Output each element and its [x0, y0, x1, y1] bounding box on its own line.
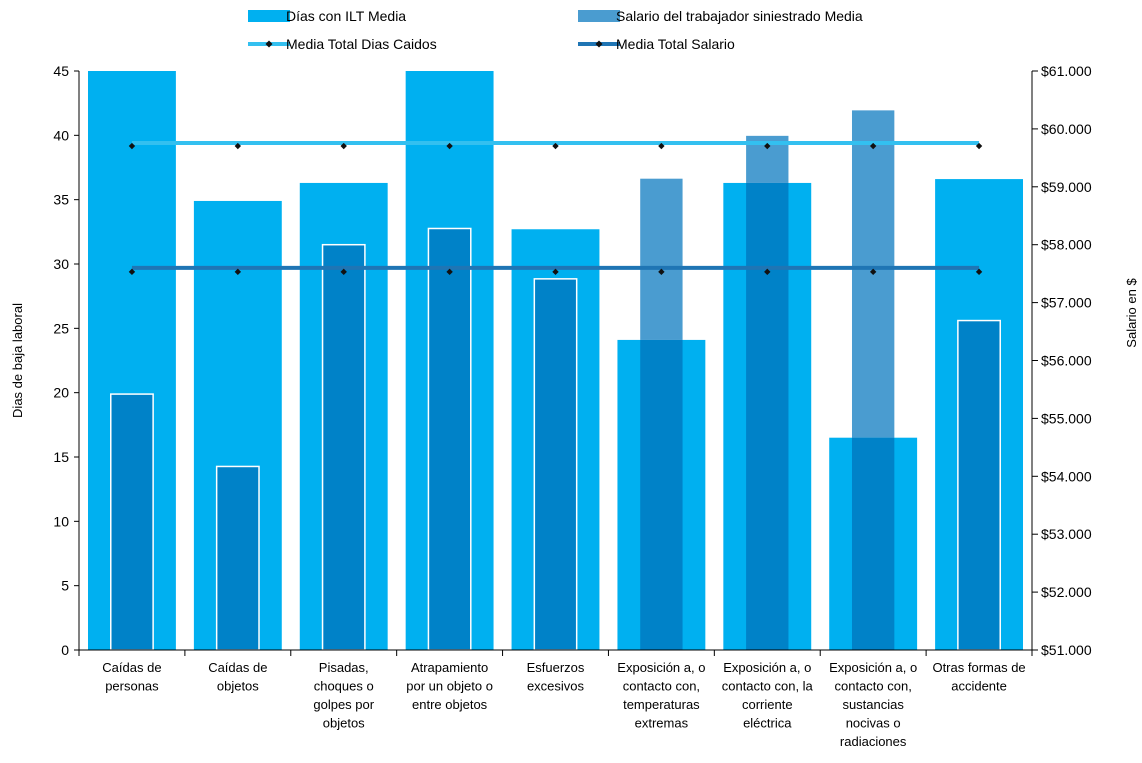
x-tick-label: Esfuerzos excesivos [527, 660, 585, 694]
x-tick-label: Caídas de objetos [208, 660, 267, 694]
y-left-tick-label: 45 [53, 63, 69, 79]
y-right-tick-label: $52.000 [1041, 584, 1092, 600]
y-left-tick-label: 25 [53, 320, 69, 336]
x-tick-label-line: Otras formas de [932, 660, 1025, 675]
y-right-tick-label: $57.000 [1041, 295, 1092, 311]
x-tick-label: Exposición a, o contacto con, sustancias no… [829, 660, 917, 749]
x-tick-label-line: contacto con, [623, 679, 700, 694]
x-tick-label-line: Atrapamiento [411, 660, 488, 675]
x-tick-label: Pisadas, choques o golpes por objetos [313, 660, 374, 731]
x-tick-label: Exposición a, o contacto con, temperaturas… [617, 660, 705, 731]
y-left-tick-label: 0 [61, 642, 69, 658]
y-right-tick-label: $58.000 [1041, 237, 1092, 253]
bar-salario [111, 394, 153, 650]
y-right-tick-label: $60.000 [1041, 121, 1092, 137]
y-left-tick-label: 5 [61, 578, 69, 594]
bar-salario [217, 466, 259, 650]
x-tick-label-line: accidente [951, 679, 1007, 694]
legend-swatch-marker [596, 41, 603, 48]
x-tick-label-line: Exposición a, o [617, 660, 705, 675]
legend-label: Media Total Salario [616, 36, 735, 52]
y-left-tick-label: 30 [53, 256, 69, 272]
bar-salario [746, 183, 788, 650]
x-tick-label-line: sustancias [842, 697, 904, 712]
y-left-tick-label: 40 [53, 127, 69, 143]
x-tick-label-line: Caídas de [208, 660, 267, 675]
legend-label: Salario del trabajador siniestrado Media [616, 8, 863, 24]
x-tick-label-line: Exposición a, o [723, 660, 811, 675]
y-left-tick-label: 20 [53, 385, 69, 401]
bar-salario [428, 228, 470, 650]
bar-salario [323, 245, 365, 650]
bar-salario [852, 438, 894, 650]
y-left-tick-label: 10 [53, 513, 69, 529]
bar-salario [534, 279, 576, 650]
y-right-tick-label: $54.000 [1041, 468, 1092, 484]
y-left-axis-title: Dias de baja laboral [10, 303, 25, 418]
x-tick-label-line: golpes por [313, 697, 374, 712]
x-tick-label-line: Esfuerzos [527, 660, 585, 675]
x-tick-label-line: choques o [314, 679, 374, 694]
y-left-tick-label: 15 [53, 449, 69, 465]
bar-salario [958, 321, 1000, 650]
legend-swatch-bar [248, 10, 290, 22]
x-tick-label-line: extremas [635, 716, 689, 731]
x-tick-label-line: objetos [323, 716, 365, 731]
legend-swatch-marker [266, 41, 273, 48]
x-tick-label-line: corriente [742, 697, 793, 712]
x-tick-label-line: Caídas de [102, 660, 161, 675]
bar-salario [640, 340, 682, 650]
y-right-axis-title: Salario en $ [1124, 278, 1139, 348]
x-tick-label-line: Exposición a, o [829, 660, 917, 675]
bar-salario-exposed [640, 179, 682, 340]
x-tick-label-line: temperaturas [623, 697, 700, 712]
legend-swatch-bar [578, 10, 620, 22]
x-tick-label-line: contacto con, [835, 679, 912, 694]
y-right-tick-label: $53.000 [1041, 526, 1092, 542]
x-tick-label-line: personas [105, 679, 159, 694]
x-tick-label-line: eléctrica [743, 716, 792, 731]
x-tick-label-line: entre objetos [412, 697, 488, 712]
x-tick-label-line: contacto con, la [722, 679, 814, 694]
x-tick-label: Atrapamiento por un objeto o entre objetos [406, 660, 493, 712]
y-right-tick-label: $61.000 [1041, 63, 1092, 79]
x-tick-label-line: excesivos [527, 679, 585, 694]
x-tick-label-line: nocivas o [846, 716, 901, 731]
y-right-tick-label: $56.000 [1041, 353, 1092, 369]
x-tick-label-line: por un objeto o [406, 679, 493, 694]
legend-label: Días con ILT Media [286, 8, 406, 24]
x-tick-label: Otras formas de accidente [932, 660, 1025, 694]
y-right-tick-label: $51.000 [1041, 642, 1092, 658]
y-right-tick-label: $59.000 [1041, 179, 1092, 195]
y-right-tick-label: $55.000 [1041, 410, 1092, 426]
x-tick-label: Exposición a, o contacto con, la corriente… [722, 660, 814, 731]
x-tick-label: Caídas de personas [102, 660, 161, 694]
x-tick-label-line: radiaciones [840, 734, 907, 749]
x-tick-label-line: objetos [217, 679, 259, 694]
legend-label: Media Total Dias Caidos [286, 36, 437, 52]
x-tick-label-line: Pisadas, [319, 660, 369, 675]
y-left-tick-label: 35 [53, 192, 69, 208]
